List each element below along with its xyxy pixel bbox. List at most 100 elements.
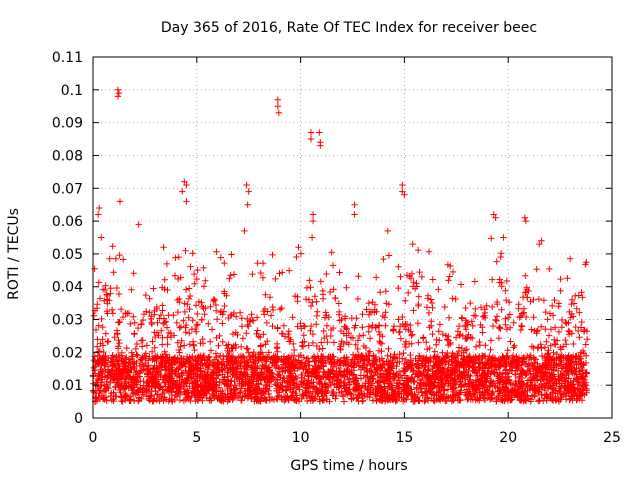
data-point xyxy=(178,337,185,344)
data-point xyxy=(458,352,465,359)
data-point xyxy=(523,284,530,291)
data-point xyxy=(333,374,341,382)
data-point xyxy=(158,327,165,334)
data-point xyxy=(522,217,529,225)
data-point xyxy=(250,358,257,365)
data-point xyxy=(573,305,580,312)
data-point xyxy=(312,368,320,375)
data-point xyxy=(374,383,381,390)
data-point xyxy=(135,221,142,228)
data-point xyxy=(328,249,335,256)
data-point xyxy=(219,338,226,346)
data-point xyxy=(279,364,287,372)
data-point xyxy=(323,270,330,278)
data-point xyxy=(230,309,238,317)
data-point xyxy=(372,323,379,331)
data-point xyxy=(507,381,515,388)
data-point xyxy=(192,302,200,309)
data-point xyxy=(280,393,288,400)
data-point xyxy=(192,373,199,380)
data-point xyxy=(496,276,503,283)
data-point xyxy=(201,384,209,392)
data-point xyxy=(94,343,101,350)
data-point xyxy=(307,135,315,143)
data-point xyxy=(325,353,332,361)
data-point xyxy=(418,273,425,281)
data-point xyxy=(351,360,358,367)
data-point xyxy=(185,285,193,292)
data-point xyxy=(257,269,264,277)
data-point xyxy=(569,397,576,404)
data-point xyxy=(493,317,500,324)
data-point xyxy=(110,362,117,370)
data-point xyxy=(551,324,559,331)
data-point xyxy=(520,368,527,375)
data-point xyxy=(142,291,150,299)
data-point xyxy=(462,304,469,312)
data-point xyxy=(506,311,513,318)
data-point xyxy=(131,330,138,338)
data-point xyxy=(370,361,377,368)
data-point xyxy=(445,314,453,321)
data-point xyxy=(281,375,288,382)
data-point xyxy=(493,258,500,265)
data-point xyxy=(182,377,190,385)
data-point xyxy=(514,393,521,400)
data-point xyxy=(346,379,353,386)
data-point xyxy=(238,354,245,361)
data-point xyxy=(568,310,575,318)
data-point xyxy=(261,374,269,382)
data-point xyxy=(224,347,231,354)
data-point xyxy=(232,329,239,336)
data-point xyxy=(470,312,478,319)
data-point xyxy=(210,370,217,377)
data-point xyxy=(265,349,272,356)
data-point xyxy=(190,341,197,348)
data-point xyxy=(445,333,452,340)
data-point xyxy=(451,391,459,398)
data-point xyxy=(402,356,410,364)
data-point xyxy=(473,369,480,377)
data-point xyxy=(540,371,547,378)
data-point xyxy=(168,381,176,389)
data-point xyxy=(337,327,345,335)
data-point xyxy=(163,324,171,331)
data-point xyxy=(98,315,105,323)
data-point xyxy=(455,344,463,351)
data-point xyxy=(244,345,251,353)
data-point xyxy=(118,373,125,381)
data-point xyxy=(429,276,436,283)
data-point xyxy=(406,273,413,280)
data-point xyxy=(399,181,406,189)
data-point xyxy=(190,270,198,278)
data-point xyxy=(446,273,453,280)
data-point xyxy=(379,360,386,367)
data-point xyxy=(139,343,146,350)
data-point xyxy=(404,363,411,370)
data-point xyxy=(312,393,319,400)
data-point xyxy=(96,387,104,394)
data-point xyxy=(204,370,211,378)
data-point xyxy=(316,379,323,386)
data-point xyxy=(447,393,454,401)
data-point xyxy=(349,351,357,358)
data-point xyxy=(436,337,443,344)
data-point xyxy=(300,365,307,372)
data-point xyxy=(274,325,281,332)
data-point xyxy=(445,361,452,368)
points-layer xyxy=(89,86,591,405)
data-point xyxy=(235,392,243,400)
data-point xyxy=(204,364,212,372)
data-point xyxy=(220,355,227,363)
data-point xyxy=(562,319,569,326)
data-point xyxy=(207,338,214,345)
data-point xyxy=(269,359,277,366)
data-point xyxy=(245,323,252,330)
data-point xyxy=(342,388,349,395)
data-point xyxy=(488,361,495,369)
data-point xyxy=(510,344,517,351)
data-point xyxy=(379,312,387,320)
chart-title: Day 365 of 2016, Rate Of TEC Index for r… xyxy=(161,20,537,36)
data-point xyxy=(375,322,383,330)
data-point xyxy=(133,351,140,358)
